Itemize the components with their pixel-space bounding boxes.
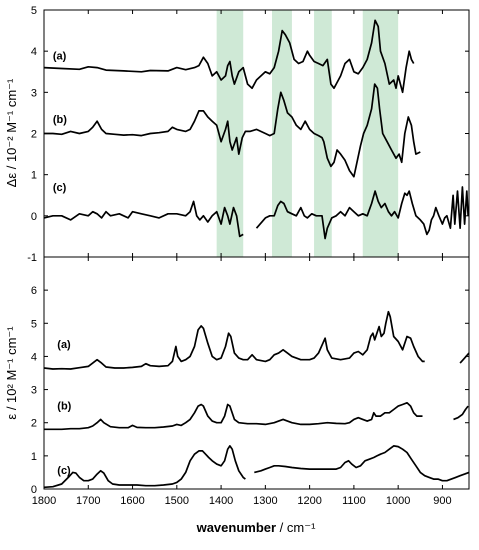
y-tick-label: 6	[31, 285, 37, 297]
y-tick-label: 5	[31, 5, 37, 17]
y-tick-label: 1	[31, 170, 37, 182]
y-tick-label: 0	[31, 484, 37, 496]
trace-top-3	[43, 200, 244, 238]
y-tick-label: 1	[31, 451, 37, 463]
x-tick-label: 1200	[297, 495, 321, 507]
series-label: (a)	[53, 50, 67, 62]
highlight-band-1	[216, 10, 244, 257]
highlight-band-3	[314, 10, 332, 257]
x-tick-label: 1500	[165, 495, 189, 507]
trace-bottom-2-segment2	[453, 405, 469, 421]
x-tick-label: 1100	[342, 495, 366, 507]
trace-bottom-3	[43, 445, 246, 489]
trace-top-3-segment2	[255, 186, 469, 240]
y-tick-label: 0	[31, 211, 37, 223]
bottom-series-labels: (a) (b) (c)	[57, 339, 71, 477]
x-tick-label: 1400	[209, 495, 233, 507]
x-axis-label-unit: / cm⁻¹	[276, 520, 316, 535]
x-axis-label: wavenumber / cm⁻¹	[196, 520, 317, 535]
bottom-x-axis: 1800 1700 1600 1500 1400 1300 1200 1100 1000 900	[32, 257, 452, 507]
series-label: (c)	[53, 182, 67, 194]
y-tick-label: 4	[31, 351, 37, 363]
top-y-axis-label: Δε / 10⁻² M⁻¹ cm⁻¹	[4, 78, 19, 187]
y-tick-label: 5	[31, 318, 37, 330]
bottom-y-axis: 0 1 2 3 4 5 6	[31, 285, 469, 496]
x-tick-label: 1600	[120, 495, 144, 507]
series-label: (b)	[53, 114, 67, 126]
highlight-band-2	[271, 10, 292, 257]
x-tick-label: 1300	[253, 495, 277, 507]
trace-bottom-1	[43, 310, 425, 370]
trace-top-1	[43, 19, 415, 94]
series-label: (c)	[57, 465, 71, 477]
x-axis-label-main: wavenumber	[196, 520, 276, 535]
top-y-axis: -1 0 1 2 3 4 5	[27, 5, 469, 264]
top-x-ticks	[43, 10, 443, 257]
series-label: (a)	[57, 339, 71, 351]
y-tick-label: 2	[31, 129, 37, 141]
bottom-panel-absorbance: 0 1 2 3 4 5 6 1800 1700 1600 1500 1400 1300 1200 1100…	[4, 256, 470, 535]
y-tick-label: 3	[31, 87, 37, 99]
x-tick-label: 1800	[32, 495, 56, 507]
y-tick-label: -1	[27, 252, 37, 264]
highlight-bands	[216, 10, 399, 257]
top-panel-vcd: -1 0 1 2 3 4 5 (a) (b) (c) Δε / 10⁻² M⁻¹ cm⁻¹	[4, 5, 470, 264]
trace-bottom-2	[44, 401, 423, 431]
bottom-y-axis-label: ε / 10² M⁻¹ cm⁻¹	[4, 326, 19, 420]
x-tick-label: 1000	[386, 495, 410, 507]
y-tick-label: 3	[31, 385, 37, 397]
trace-top-2	[44, 83, 421, 178]
top-traces	[43, 19, 469, 240]
trace-bottom-3-segment2	[254, 445, 470, 482]
y-tick-label: 2	[31, 418, 37, 430]
y-tick-label: 4	[31, 46, 37, 58]
bottom-traces	[43, 310, 470, 489]
series-label: (b)	[57, 400, 71, 412]
x-tick-label: 900	[433, 495, 451, 507]
top-series-labels: (a) (b) (c)	[53, 50, 67, 194]
x-tick-label: 1700	[76, 495, 100, 507]
bottom-plot-frame	[43, 256, 470, 490]
trace-bottom-1-segment2	[459, 352, 470, 364]
